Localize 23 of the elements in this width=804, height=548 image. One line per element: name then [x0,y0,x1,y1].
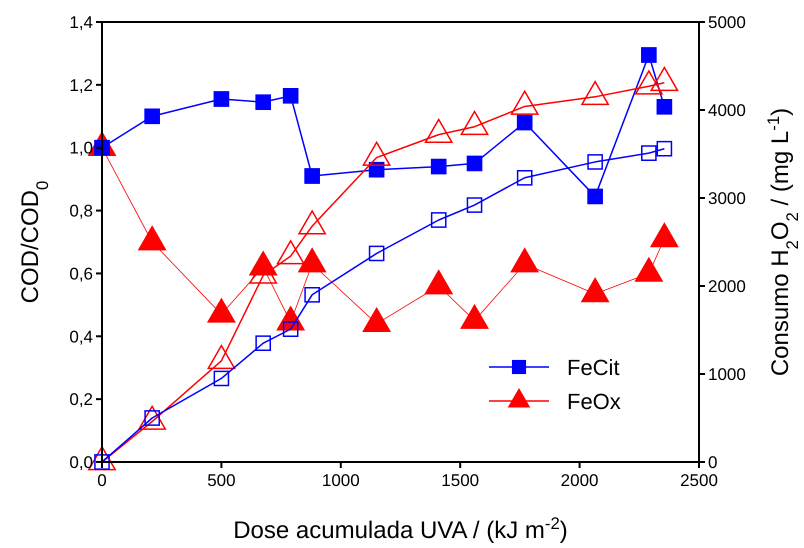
y-tick-label: 1,4 [69,13,93,32]
x-tick-label: 1500 [441,471,480,490]
legend-label: FeCit [567,355,620,380]
legend-label: FeOx [567,389,621,414]
y-tick-label: 0,2 [69,390,93,410]
x-axis-title: Dose acumulada UVA / (kJ m$^{-2}$) [233,514,568,544]
x-tick-label: 500 [207,471,236,490]
x-tick-label: 2500 [680,471,718,490]
y-tick-label: 0,8 [69,202,93,221]
y2-tick-label: 3000 [708,189,746,208]
y2-tick-label: 4000 [708,101,746,120]
y2-tick-label: 2000 [708,277,746,296]
y2-tick-label: 0 [708,453,718,472]
y-tick-label: 0,4 [69,327,93,346]
y2-tick-label: 5000 [708,13,746,32]
x-tick-label: 2000 [560,471,599,490]
y-tick-label: 0,0 [69,453,93,472]
y2-tick-label: 1000 [708,365,746,384]
y-tick-label: 0,6 [69,264,93,284]
x-tick-label: 0 [97,471,107,490]
y-tick-label: 1,2 [69,76,93,95]
x-tick-label: 1000 [322,471,360,490]
y-tick-label: 1,0 [69,138,93,158]
